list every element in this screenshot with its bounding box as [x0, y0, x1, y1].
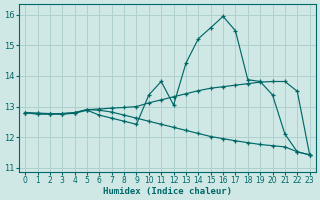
X-axis label: Humidex (Indice chaleur): Humidex (Indice chaleur)	[103, 187, 232, 196]
